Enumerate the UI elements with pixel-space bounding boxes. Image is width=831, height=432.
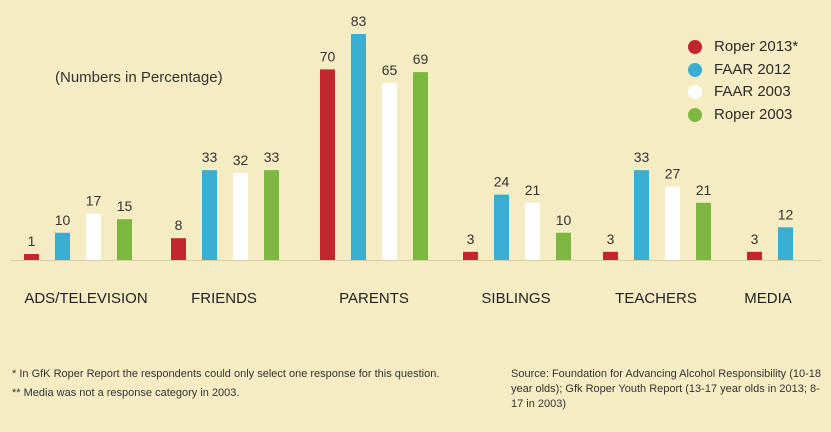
- bar-teachers-2: [665, 186, 680, 260]
- bar-ads-television-3: [117, 219, 132, 260]
- bar-friends-1: [202, 170, 217, 260]
- data-label: 3: [467, 231, 475, 247]
- data-label: 1: [28, 233, 36, 249]
- bar-parents-0: [320, 69, 335, 261]
- footnotes: * In GfK Roper Report the respondents co…: [12, 367, 439, 401]
- bar-media-1: [778, 227, 793, 260]
- data-label: 24: [494, 174, 510, 190]
- bar-media-0: [747, 251, 762, 260]
- bar-siblings-0: [463, 251, 478, 260]
- bar-friends-3: [264, 170, 279, 260]
- bar-friends-0: [171, 238, 186, 260]
- data-label: 27: [665, 165, 681, 181]
- legend-label: FAAR 2012: [714, 60, 791, 78]
- legend-item: Roper 2003: [688, 104, 798, 127]
- legend-item: Roper 2013*: [688, 36, 798, 59]
- data-label: 15: [117, 198, 133, 214]
- legend-label: Roper 2003: [714, 105, 793, 123]
- legend-swatch: [688, 85, 702, 100]
- legend-label: Roper 2013*: [714, 38, 799, 55]
- data-label: 12: [778, 206, 794, 222]
- data-label: 33: [634, 149, 650, 165]
- bar-siblings-3: [556, 232, 571, 260]
- bar-parents-2: [382, 83, 397, 260]
- legend-item: FAAR 2012: [688, 59, 798, 82]
- category-label: SIBLINGS: [481, 290, 550, 307]
- data-label: 10: [55, 212, 71, 228]
- data-label: 83: [351, 13, 367, 29]
- data-label: 17: [86, 193, 102, 209]
- category-label: PARENTS: [339, 290, 409, 307]
- footnote-media: ** Media was not a response category in …: [12, 387, 240, 399]
- bar-parents-1: [351, 34, 366, 260]
- data-label: 70: [320, 48, 336, 64]
- data-label: 32: [233, 152, 249, 168]
- footnote-roper: * In GfK Roper Report the respondents co…: [12, 368, 440, 380]
- data-label: 8: [175, 217, 183, 233]
- legend-label: FAAR 2003: [714, 83, 791, 100]
- bar-teachers-0: [603, 251, 618, 260]
- data-label: 3: [607, 231, 615, 247]
- category-label: FRIENDS: [191, 290, 257, 307]
- bar-teachers-3: [696, 202, 711, 260]
- data-label: 21: [696, 182, 712, 198]
- data-label: 10: [556, 212, 572, 228]
- data-label: 69: [413, 51, 429, 67]
- bar-teachers-1: [634, 170, 649, 260]
- legend-swatch: [688, 62, 702, 77]
- chart-subtitle: (Numbers in Percentage): [55, 69, 223, 86]
- data-label: 3: [751, 231, 759, 247]
- bar-siblings-2: [525, 202, 540, 260]
- category-label: ADS/TELEVISION: [24, 290, 147, 307]
- chart-legend: Roper 2013* FAAR 2012 FAAR 2003 Roper 2003: [688, 36, 798, 126]
- bar-parents-3: [413, 72, 428, 260]
- legend-item: FAAR 2003: [688, 81, 798, 104]
- category-label: MEDIA: [744, 290, 792, 307]
- data-label: 21: [525, 182, 541, 198]
- legend-swatch: [688, 40, 702, 55]
- bar-ads-television-1: [55, 232, 70, 260]
- data-label: 33: [202, 149, 218, 165]
- bar-friends-2: [233, 172, 248, 260]
- data-label: 33: [264, 149, 280, 165]
- bar-ads-television-0: [24, 254, 39, 260]
- source-note: Source: Foundation for Advancing Alcohol…: [511, 368, 822, 410]
- data-label: 65: [382, 62, 398, 78]
- bar-ads-television-2: [86, 213, 101, 260]
- legend-swatch: [688, 107, 702, 122]
- bar-siblings-1: [494, 194, 509, 260]
- category-label: TEACHERS: [615, 290, 697, 307]
